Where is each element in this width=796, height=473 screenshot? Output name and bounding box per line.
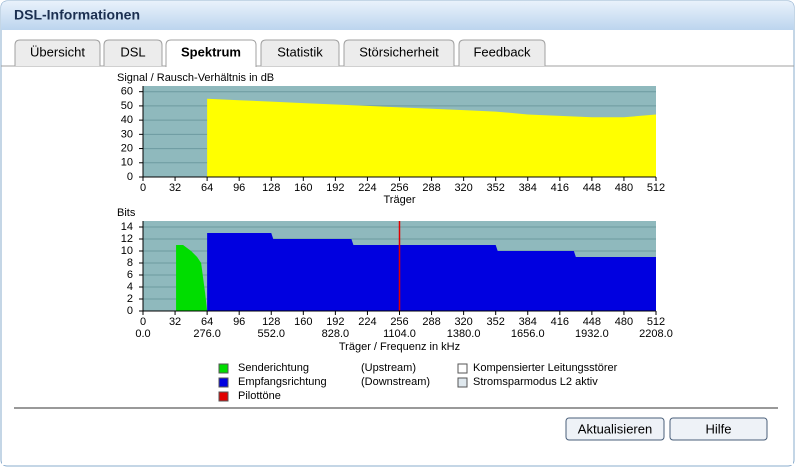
x-tick-label: 352 [487,182,505,194]
button-label[interactable]: Aktualisieren [578,421,652,436]
tab-label[interactable]: Spektrum [181,44,241,59]
y-tick-label: 6 [127,269,133,281]
y-tick-label: 10 [121,157,133,169]
x-tick-label: 160 [294,182,312,194]
legend-direction: (Downstream) [361,376,430,388]
legend-label: Pilottöne [238,390,281,402]
x-tick-label: 32 [169,316,181,328]
x-tick-label: 192 [326,182,344,194]
x-tick-label: 416 [551,316,569,328]
x2-tick-label: 828.0 [322,328,350,340]
x2-tick-label: 552.0 [257,328,285,340]
y-tick-label: 40 [121,114,133,126]
tab-label[interactable]: DSL [120,44,145,59]
x-tick-label: 448 [583,182,601,194]
tab[interactable] [343,39,455,66]
x-tick-label: 256 [390,316,408,328]
tab-label[interactable]: Feedback [473,44,531,59]
y-tick-label: 8 [127,257,133,269]
legend-swatch [457,377,468,388]
data-area [207,98,656,177]
x-axis-label: Träger / Frequenz in kHz [339,341,460,353]
legend-label: Senderichtung [238,362,309,374]
button[interactable] [565,417,665,441]
x-tick-label: 320 [454,316,472,328]
legend-swatch [218,363,229,374]
y-tick-label: 2 [127,293,133,305]
x-tick-label: 0 [140,182,146,194]
legend-label: Stromsparmodus L2 aktiv [473,376,598,388]
tab[interactable] [458,39,546,66]
x-tick-label: 96 [233,316,245,328]
y-tick-label: 20 [121,142,133,154]
x-axis-label: Träger [384,194,416,206]
x-tick-label: 512 [647,316,665,328]
x-tick-label: 480 [615,316,633,328]
button-label[interactable]: Hilfe [705,421,731,436]
x-tick-label: 480 [615,182,633,194]
y-tick-label: 0 [127,305,133,317]
x-tick-label: 64 [201,182,213,194]
x-tick-label: 224 [358,182,376,194]
x-tick-label: 96 [233,182,245,194]
x2-tick-label: 2208.0 [639,328,673,340]
y-tick-label: 0 [127,171,133,183]
legend-label: Kompensierter Leitungsstörer [473,362,618,374]
legend-swatch [218,391,229,402]
y-tick-label: 4 [127,281,133,293]
data-area [176,245,208,311]
legend-label: Empfangsrichtung [238,376,327,388]
x-tick-label: 256 [390,182,408,194]
x-tick-label: 384 [519,316,537,328]
chart-title: Signal / Rausch-Verhältnis in dB [117,72,274,84]
x2-tick-label: 0.0 [135,328,150,340]
data-area [207,233,656,311]
x2-tick-label: 1380.0 [447,328,481,340]
x-tick-label: 0 [140,316,146,328]
x2-tick-label: 1104.0 [383,328,416,340]
x-tick-label: 32 [169,182,181,194]
tab-label[interactable]: Störsicherheit [359,44,439,59]
title-bar [1,1,794,30]
chart-title: Bits [117,207,136,219]
x-tick-label: 288 [422,182,440,194]
x-tick-label: 64 [201,316,213,328]
button[interactable] [669,417,768,441]
tab[interactable] [103,39,163,66]
x-tick-label: 160 [294,316,312,328]
y-tick-label: 14 [121,221,133,233]
tab-label[interactable]: Statistik [277,44,323,59]
window-title: DSL-Informationen [14,7,140,23]
x-tick-label: 192 [326,316,344,328]
x2-tick-label: 1932.0 [575,328,609,340]
y-tick-label: 10 [121,245,133,257]
x-tick-label: 384 [519,182,537,194]
x-tick-label: 512 [647,182,665,194]
tab-label[interactable]: Übersicht [30,44,85,59]
legend-swatch [457,363,468,374]
tab[interactable] [260,39,340,66]
x-tick-label: 352 [487,316,505,328]
y-tick-label: 12 [121,233,133,245]
y-tick-label: 50 [121,100,133,112]
tab[interactable] [14,39,101,66]
x-tick-label: 288 [422,316,440,328]
y-tick-label: 30 [121,128,133,140]
x-tick-label: 224 [358,316,376,328]
legend-swatch [218,377,229,388]
x2-tick-label: 1656.0 [511,328,545,340]
x-tick-label: 128 [262,316,280,328]
tab[interactable] [165,39,257,67]
legend-direction: (Upstream) [361,362,416,374]
x-tick-label: 448 [583,316,601,328]
y-tick-label: 60 [121,86,133,98]
x2-tick-label: 276.0 [193,328,221,340]
x-tick-label: 416 [551,182,569,194]
x-tick-label: 320 [454,182,472,194]
x-tick-label: 128 [262,182,280,194]
